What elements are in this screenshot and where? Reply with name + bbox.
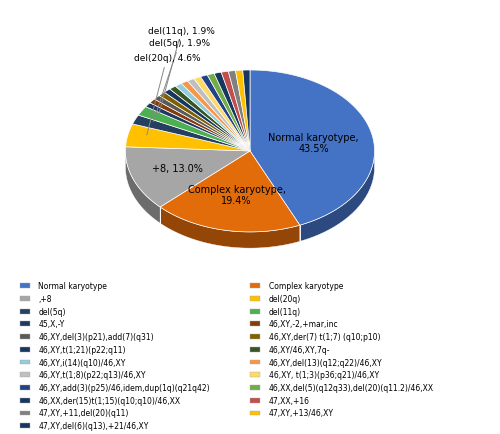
Polygon shape (164, 90, 250, 151)
Text: 47,XY,del(6)(q13),+21/46,XY: 47,XY,del(6)(q13),+21/46,XY (38, 421, 149, 430)
Polygon shape (188, 79, 250, 151)
Text: 47,XX,+16: 47,XX,+16 (269, 396, 310, 405)
Text: 47,XY,+11,del(20)(q11): 47,XY,+11,del(20)(q11) (38, 408, 129, 418)
FancyBboxPatch shape (250, 309, 260, 314)
FancyBboxPatch shape (20, 347, 30, 352)
Text: 46,XY,add(3)(p25)/46,idem,dup(1q)(q21q42): 46,XY,add(3)(p25)/46,idem,dup(1q)(q21q42… (38, 383, 210, 392)
FancyBboxPatch shape (250, 385, 260, 390)
Polygon shape (176, 84, 250, 151)
FancyBboxPatch shape (250, 322, 260, 326)
Text: +8, 13.0%: +8, 13.0% (152, 164, 203, 174)
Polygon shape (159, 93, 250, 151)
Text: Complex karyotype,
19.4%: Complex karyotype, 19.4% (188, 184, 286, 206)
Polygon shape (154, 96, 250, 151)
FancyBboxPatch shape (250, 372, 260, 377)
Text: 46,XX,del(5)(q12q33),del(20)(q11.2)/46,XX: 46,XX,del(5)(q12q33),del(20)(q11.2)/46,X… (269, 383, 434, 392)
Polygon shape (132, 116, 250, 151)
FancyBboxPatch shape (20, 360, 30, 365)
Polygon shape (214, 73, 250, 151)
FancyBboxPatch shape (20, 309, 30, 314)
Polygon shape (300, 155, 374, 242)
Polygon shape (126, 125, 250, 151)
FancyBboxPatch shape (250, 347, 260, 352)
Text: 46,XY,del(3)(p21),add(7)(q31): 46,XY,del(3)(p21),add(7)(q31) (38, 332, 154, 341)
Text: 46,XY/46,XY,7q-: 46,XY/46,XY,7q- (269, 345, 330, 354)
FancyBboxPatch shape (20, 283, 30, 289)
FancyBboxPatch shape (20, 322, 30, 326)
Polygon shape (150, 100, 250, 151)
Polygon shape (200, 76, 250, 151)
Text: del(5q): del(5q) (38, 307, 66, 316)
FancyBboxPatch shape (20, 296, 30, 301)
Text: 46,XY, t(1;3)(p36;q21)/46,XY: 46,XY, t(1;3)(p36;q21)/46,XY (269, 371, 379, 379)
Text: del(11q), 1.9%: del(11q), 1.9% (148, 26, 215, 115)
Text: 46,XY,t(1;8)(p22;q13)/46,XY: 46,XY,t(1;8)(p22;q13)/46,XY (38, 371, 146, 379)
Text: del(20q): del(20q) (269, 294, 301, 303)
Polygon shape (138, 108, 250, 151)
Text: 46,XY,del(13)(q12;q22)/46,XY: 46,XY,del(13)(q12;q22)/46,XY (269, 358, 382, 367)
Text: Normal karyotype,
43.5%: Normal karyotype, 43.5% (268, 132, 358, 154)
Text: 46,XY,der(7) t(1;7) (q10;p10): 46,XY,der(7) t(1;7) (q10;p10) (269, 332, 380, 341)
Polygon shape (146, 104, 250, 151)
Text: 46,XX,der(15)t(1;15)(q10;q10)/46,XX: 46,XX,der(15)t(1;15)(q10;q10)/46,XX (38, 396, 180, 405)
FancyBboxPatch shape (20, 411, 30, 415)
FancyBboxPatch shape (250, 335, 260, 339)
Text: 45,X,-Y: 45,X,-Y (38, 319, 65, 329)
Polygon shape (242, 71, 250, 151)
Text: del(5q), 1.9%: del(5q), 1.9% (149, 39, 210, 122)
Text: 46,XY,-2,+mar,inc: 46,XY,-2,+mar,inc (269, 319, 338, 329)
FancyBboxPatch shape (250, 360, 260, 365)
Text: del(11q): del(11q) (269, 307, 301, 316)
Polygon shape (160, 207, 300, 249)
Text: ,+8: ,+8 (38, 294, 52, 303)
FancyBboxPatch shape (250, 411, 260, 415)
Polygon shape (228, 71, 250, 151)
Text: 46,XY,i(14)(q10)/46,XY: 46,XY,i(14)(q10)/46,XY (38, 358, 126, 367)
Text: 47,XY,+13/46,XY: 47,XY,+13/46,XY (269, 408, 334, 418)
Text: Normal karyotype: Normal karyotype (38, 282, 108, 290)
FancyBboxPatch shape (20, 398, 30, 403)
Text: 46,XY,t(1;21)(p22;q11): 46,XY,t(1;21)(p22;q11) (38, 345, 126, 354)
Polygon shape (250, 71, 374, 226)
FancyBboxPatch shape (250, 296, 260, 301)
FancyBboxPatch shape (20, 385, 30, 390)
FancyBboxPatch shape (20, 423, 30, 428)
Polygon shape (170, 87, 250, 151)
FancyBboxPatch shape (250, 398, 260, 403)
Polygon shape (208, 74, 250, 151)
Polygon shape (221, 72, 250, 151)
Polygon shape (236, 71, 250, 151)
FancyBboxPatch shape (250, 283, 260, 289)
Polygon shape (160, 151, 300, 232)
Polygon shape (126, 148, 250, 207)
Polygon shape (126, 153, 160, 224)
FancyBboxPatch shape (20, 335, 30, 339)
Polygon shape (182, 82, 250, 151)
FancyBboxPatch shape (20, 372, 30, 377)
Polygon shape (194, 78, 250, 151)
Text: Complex karyotype: Complex karyotype (269, 282, 343, 290)
Text: del(20q), 4.6%: del(20q), 4.6% (134, 54, 200, 135)
